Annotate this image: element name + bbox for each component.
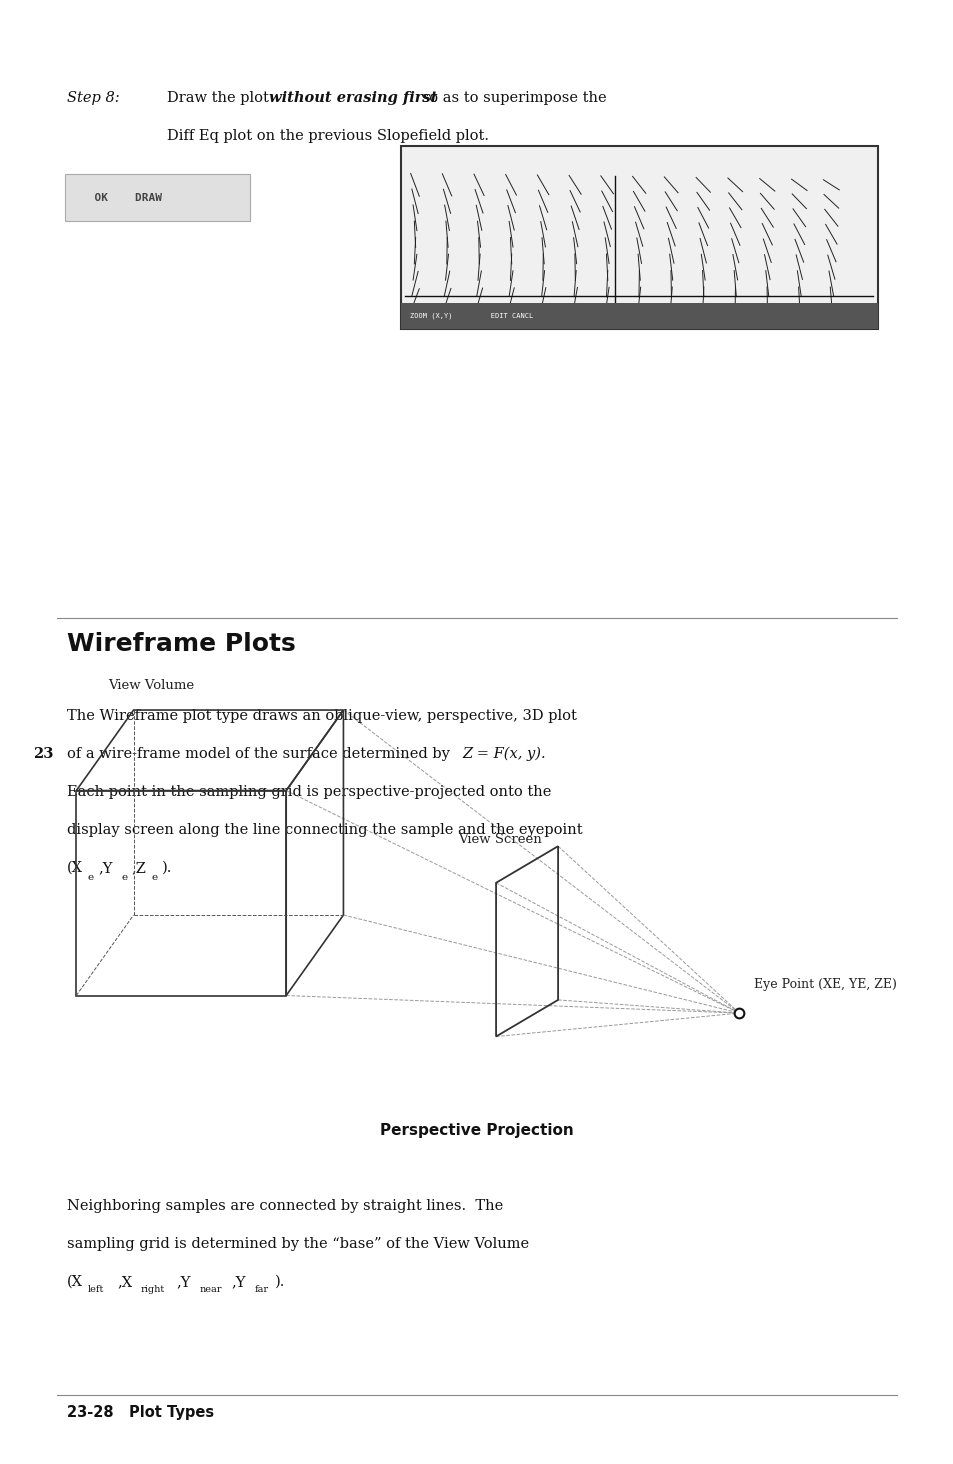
Text: Wireframe Plots: Wireframe Plots [67,632,295,656]
Text: Step 8:: Step 8: [67,91,119,105]
Text: ,Y: ,Y [98,861,112,875]
Text: Draw the plot: Draw the plot [167,91,274,105]
Text: Eye Point (XE, YE, ZE): Eye Point (XE, YE, ZE) [753,978,896,991]
Text: ).: ). [162,861,172,875]
FancyBboxPatch shape [65,174,250,221]
Text: ).: ). [274,1275,285,1290]
Text: left: left [88,1285,104,1294]
Text: display screen along the line connecting the sample and the eyepoint: display screen along the line connecting… [67,823,581,837]
Text: so as to superimpose the: so as to superimpose the [416,91,606,105]
Text: ,Y: ,Y [232,1275,246,1290]
Text: View Volume: View Volume [108,679,193,692]
Text: of a wire-frame model of the surface determined by: of a wire-frame model of the surface det… [67,747,454,761]
Text: ZOOM (X,Y)         EDIT CANCL: ZOOM (X,Y) EDIT CANCL [410,313,533,319]
Text: e: e [152,873,157,881]
Text: near: near [199,1285,222,1294]
Text: sampling grid is determined by the “base” of the View Volume: sampling grid is determined by the “base… [67,1237,528,1252]
Text: Each point in the sampling grid is perspective-projected onto the: Each point in the sampling grid is persp… [67,785,551,799]
Text: Perspective Projection: Perspective Projection [379,1123,574,1138]
Text: Neighboring samples are connected by straight lines.  The: Neighboring samples are connected by str… [67,1199,502,1214]
Text: Z = F(x, y).: Z = F(x, y). [462,747,546,761]
Text: far: far [254,1285,269,1294]
Text: without erasing first: without erasing first [269,91,437,105]
Text: right: right [140,1285,164,1294]
Text: (X: (X [67,1275,83,1290]
Bar [400,303,877,329]
Text: ,Z: ,Z [132,861,147,875]
Text: Diff Eq plot on the previous Slopefield plot.: Diff Eq plot on the previous Slopefield … [167,129,489,143]
Text: 23: 23 [33,747,53,761]
Text: View Screen: View Screen [457,833,541,846]
Bar [400,146,877,329]
Text: ,Y: ,Y [176,1275,191,1290]
Text: (X: (X [67,861,83,875]
Text: OK    DRAW: OK DRAW [81,193,162,202]
Text: 23-28   Plot Types: 23-28 Plot Types [67,1405,213,1420]
Text: The Wireframe plot type draws an oblique-view, perspective, 3D plot: The Wireframe plot type draws an oblique… [67,709,576,723]
Text: ,X: ,X [117,1275,132,1290]
Text: e: e [121,873,127,881]
Text: e: e [88,873,93,881]
